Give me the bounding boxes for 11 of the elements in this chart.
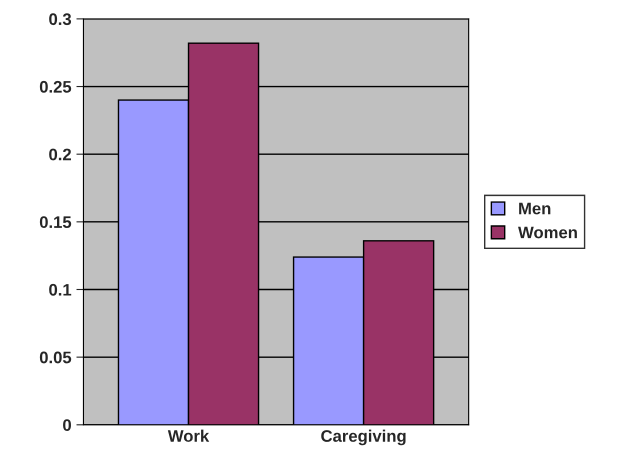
x-tick-label: Work xyxy=(168,430,210,442)
y-tick-label: 0.2 xyxy=(49,148,71,160)
legend-label: Women xyxy=(518,226,577,238)
x-tick-label: Caregiving xyxy=(321,430,406,446)
legend-label: Men xyxy=(519,202,550,214)
y-tick-label: 0.25 xyxy=(40,80,72,93)
y-tick-label: 0.05 xyxy=(40,352,72,364)
y-tick-label: 0.1 xyxy=(49,284,72,296)
y-tick-label: 0.15 xyxy=(40,216,72,228)
y-tick-label: 0.3 xyxy=(49,13,72,26)
y-tick-label: 0 xyxy=(63,419,71,432)
